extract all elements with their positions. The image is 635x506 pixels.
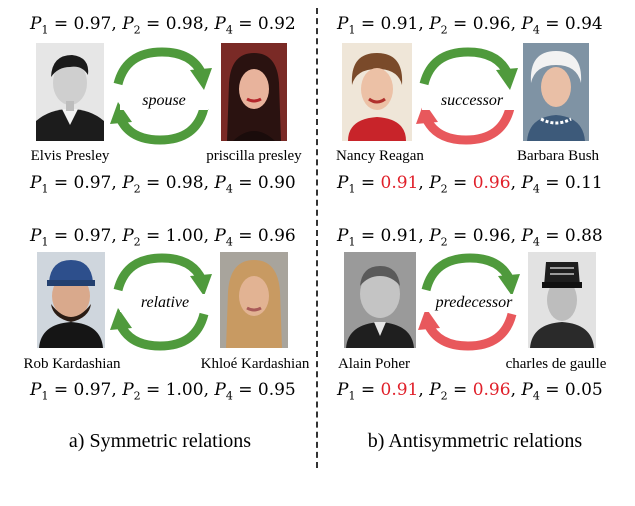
photo-rob-kardashian [37, 252, 105, 348]
prob-line-top-spouse: P1 = 0.97, P2 = 0.98, P4 = 0.92 [30, 14, 296, 37]
entity-name-charles-de-gaulle: charles de gaulle [505, 356, 607, 372]
photo-charles-de-gaulle [528, 252, 596, 348]
prob-line-bottom-relative: P1 = 0.97, P2 = 1.00, P4 = 0.95 [30, 380, 296, 403]
prob-line-bottom-spouse: P1 = 0.97, P2 = 0.98, P4 = 0.90 [30, 173, 296, 196]
relation-label-relative: relative [120, 294, 210, 312]
photo-khloe-kardashian [220, 252, 288, 348]
photo-nancy-reagan [342, 43, 412, 141]
entity-name-rob-kardashian: Rob Kardashian [23, 356, 121, 372]
relation-label-predecessor: predecessor [420, 294, 528, 312]
prob-line-bottom-successor: P1 = 0.91, P2 = 0.96, P4 = 0.11 [337, 173, 603, 196]
entity-name-alain-poher: Alain Poher [337, 356, 411, 372]
entity-name-elvis-presley: Elvis Presley [30, 148, 110, 164]
prob-line-top-successor: P1 = 0.91, P2 = 0.96, P4 = 0.94 [337, 14, 603, 37]
arrow-cycle-predecessor [418, 253, 520, 351]
entity-name-barbara-bush: Barbara Bush [516, 148, 600, 164]
panel-divider [316, 8, 318, 468]
caption-antisymmetric-relations: b) Antisymmetric relations [367, 430, 583, 452]
entity-name-nancy-reagan: Nancy Reagan [336, 148, 424, 164]
photo-elvis-presley [36, 43, 104, 141]
photo-barbara-bush [523, 43, 589, 141]
arrow-cycle-spouse [110, 47, 212, 145]
entity-name-priscilla-presley: priscilla presley [206, 148, 302, 164]
prob-line-bottom-predecessor: P1 = 0.91, P2 = 0.96, P4 = 0.05 [337, 380, 603, 403]
prob-line-top-predecessor: P1 = 0.91, P2 = 0.96, P4 = 0.88 [337, 226, 603, 249]
caption-symmetric-relations: a) Symmetric relations [68, 430, 252, 452]
photo-priscilla-presley [221, 43, 287, 141]
prob-line-top-relative: P1 = 0.97, P2 = 1.00, P4 = 0.96 [30, 226, 296, 249]
relation-label-successor: successor [422, 92, 522, 110]
photo-alain-poher [344, 252, 416, 348]
arrow-cycle-successor [416, 47, 518, 145]
relation-label-spouse: spouse [120, 92, 208, 110]
arrow-cycle-relative [110, 253, 212, 351]
entity-name-khloe-kardashian: Khloé Kardashian [200, 356, 310, 372]
